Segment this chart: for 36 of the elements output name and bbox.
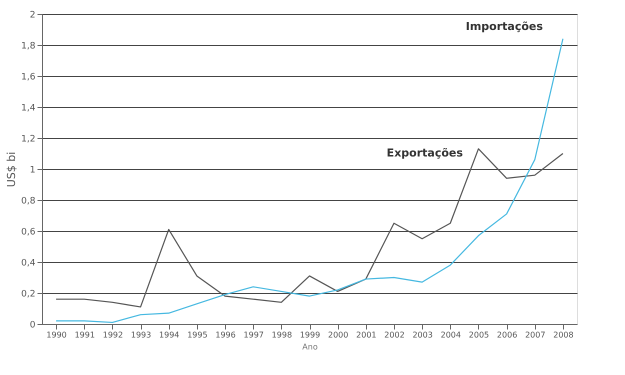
series-label: Exportações bbox=[386, 146, 464, 160]
y-tick-label: 2 bbox=[30, 10, 36, 20]
x-tick-label: 1993 bbox=[130, 330, 152, 340]
y-tick-label: 1,8 bbox=[21, 42, 36, 52]
x-tick-label: 1991 bbox=[74, 330, 95, 340]
x-tick-label: 2000 bbox=[328, 330, 348, 340]
x-tick-label: 2007 bbox=[525, 330, 546, 340]
x-tick-label: 2003 bbox=[412, 330, 433, 340]
x-tick-label: 1994 bbox=[159, 330, 180, 340]
x-tick-label: 1996 bbox=[215, 330, 236, 340]
x-tick-label: 2001 bbox=[356, 330, 376, 340]
x-tick-label: 1990 bbox=[46, 330, 67, 340]
x-tick-label: 2004 bbox=[440, 330, 461, 340]
y-tick-label: 0,4 bbox=[21, 258, 36, 268]
line-series bbox=[55, 38, 564, 324]
x-tick-label: 1998 bbox=[272, 330, 292, 340]
y-axis-title: US$ bi bbox=[5, 152, 18, 188]
x-tick-label: 2006 bbox=[496, 330, 518, 340]
x-tick-label: 2005 bbox=[468, 330, 490, 340]
x-axis-title: Ano bbox=[302, 342, 318, 352]
y-tick-label: 0 bbox=[30, 320, 36, 330]
x-tick-label: 1999 bbox=[300, 330, 320, 340]
series-label: Importações bbox=[466, 20, 544, 33]
x-tick-label: 1997 bbox=[244, 330, 264, 340]
line-series bbox=[55, 148, 564, 308]
x-tick-label: 1995 bbox=[187, 330, 208, 340]
y-tick-label: 1,2 bbox=[21, 134, 36, 144]
x-tick-label: 2008 bbox=[553, 330, 574, 340]
x-tick-label: 2002 bbox=[384, 330, 405, 340]
y-tick-label: 0,2 bbox=[21, 290, 36, 300]
y-tick-label: 1,4 bbox=[21, 104, 36, 114]
x-tick-label: 1992 bbox=[102, 330, 124, 340]
y-tick-label: 0,6 bbox=[21, 228, 36, 238]
y-tick-label: 1 bbox=[30, 166, 36, 176]
y-tick-label: 0,8 bbox=[21, 196, 36, 206]
y-tick-label: 1,6 bbox=[21, 72, 36, 82]
